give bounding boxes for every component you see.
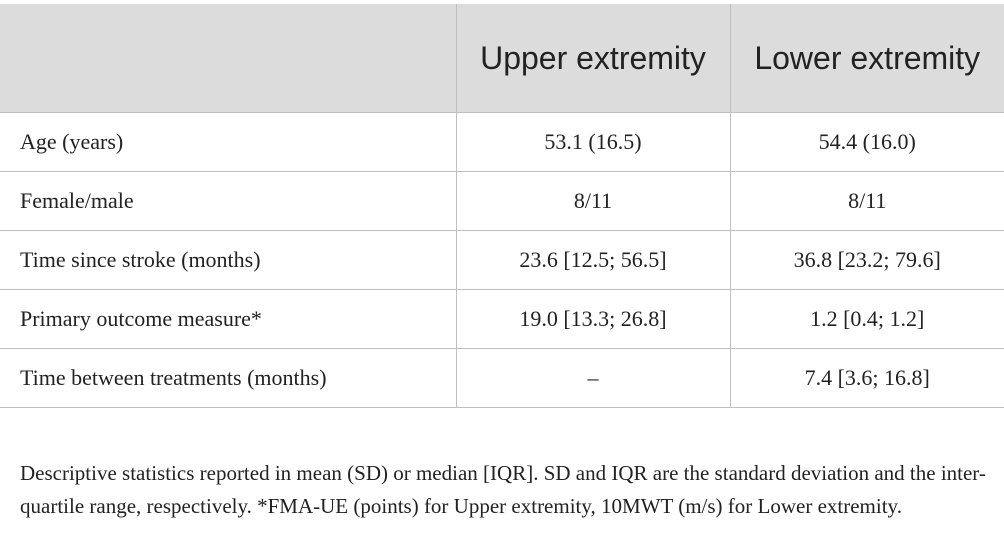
upper-extremity-value: 53.1 (16.5) <box>455 112 730 172</box>
table-row: Time since stroke (months) 23.6 [12.5; 5… <box>0 230 1004 290</box>
table-body: Age (years) 53.1 (16.5) 54.4 (16.0) Fema… <box>0 112 1004 408</box>
upper-extremity-value: 23.6 [12.5; 56.5] <box>455 230 730 290</box>
row-label: Age (years) <box>0 112 456 172</box>
descriptive-statistics-table: Upper extremity Lower extremity Age (yea… <box>0 4 1004 408</box>
lower-extremity-value: 36.8 [23.2; 79.6] <box>729 230 1004 290</box>
lower-extremity-value: 1.2 [0.4; 1.2] <box>729 289 1004 349</box>
upper-extremity-value: 19.0 [13.3; 26.8] <box>455 289 730 349</box>
table-header: Upper extremity Lower extremity <box>0 4 1004 113</box>
row-label: Primary outcome measure* <box>0 289 456 349</box>
row-label: Female/male <box>0 171 456 231</box>
header-row: Upper extremity Lower extremity <box>0 4 1004 113</box>
header-upper-extremity: Upper extremity <box>455 4 730 113</box>
table-footnote: Descriptive statistics reported in mean … <box>20 461 986 518</box>
header-lower-extremity: Lower extremity <box>729 4 1004 113</box>
upper-extremity-value: – <box>455 348 730 408</box>
lower-extremity-value: 54.4 (16.0) <box>729 112 1004 172</box>
upper-extremity-value: 8/11 <box>455 171 730 231</box>
table-row: Primary outcome measure* 19.0 [13.3; 26.… <box>0 289 1004 349</box>
header-cell-empty <box>0 4 456 113</box>
row-label: Time since stroke (months) <box>0 230 456 290</box>
row-label: Time between treatments (months) <box>0 348 456 408</box>
table-row: Female/male 8/11 8/11 <box>0 171 1004 231</box>
lower-extremity-value: 7.4 [3.6; 16.8] <box>729 348 1004 408</box>
lower-extremity-value: 8/11 <box>729 171 1004 231</box>
data-table: Upper extremity Lower extremity Age (yea… <box>0 4 1004 408</box>
table-row: Age (years) 53.1 (16.5) 54.4 (16.0) <box>0 112 1004 172</box>
table-row: Time between treatments (months) – 7.4 [… <box>0 348 1004 408</box>
